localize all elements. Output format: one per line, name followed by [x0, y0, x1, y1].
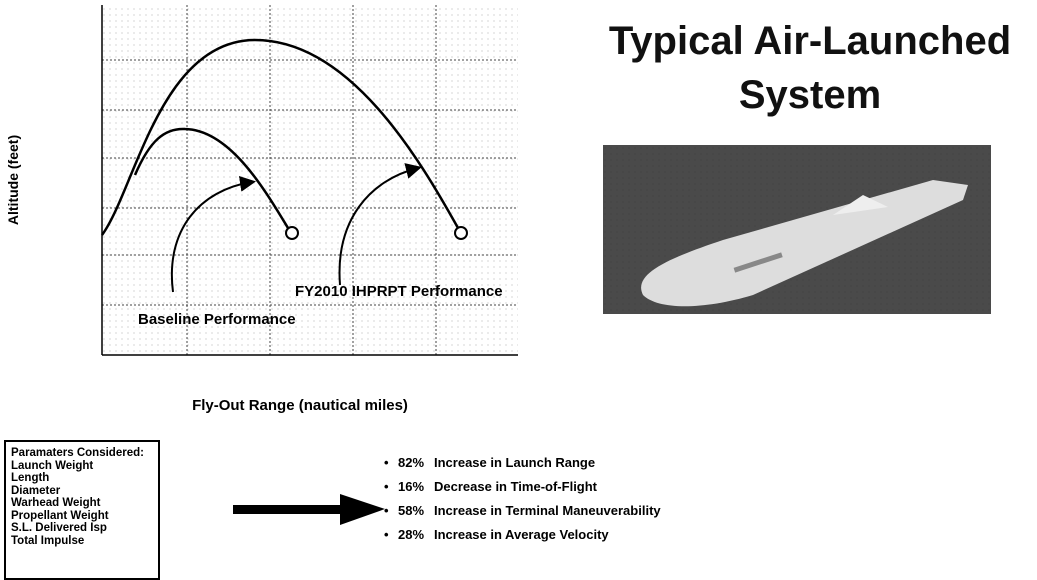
baseline-end: [286, 227, 298, 239]
results-list: •82%Increase in Launch Range•16%Decrease…: [384, 455, 661, 551]
parameter-item: S.L. Delivered Isp: [11, 522, 158, 535]
x-axis-label: Fly-Out Range (nautical miles): [192, 397, 408, 414]
ihprpt-end: [455, 227, 467, 239]
result-row: •28%Increase in Average Velocity: [384, 527, 661, 551]
bullet: •: [384, 527, 398, 551]
bullet: •: [384, 455, 398, 479]
bullet: •: [384, 479, 398, 503]
result-text: Increase in Average Velocity: [434, 527, 609, 551]
result-percent: 16%: [398, 479, 434, 503]
result-percent: 28%: [398, 527, 434, 551]
result-row: •16%Decrease in Time-of-Flight: [384, 479, 661, 503]
chart: FY2010 IHPRPT Performance Baseline Perfo…: [0, 0, 560, 430]
y-axis-label: Altitude (feet): [5, 135, 21, 225]
parameter-item: Total Impulse: [11, 535, 158, 548]
big-arrow: [230, 490, 390, 530]
curve-label: Baseline Performance: [138, 311, 296, 328]
bullet: •: [384, 503, 398, 527]
result-text: Decrease in Time-of-Flight: [434, 479, 597, 503]
parameter-item: Length: [11, 472, 158, 485]
result-percent: 58%: [398, 503, 434, 527]
curve-label: FY2010 IHPRPT Performance: [295, 283, 503, 300]
parameter-item: Diameter: [11, 485, 158, 498]
missile-photo: [603, 145, 991, 314]
result-text: Increase in Launch Range: [434, 455, 595, 479]
page: FY2010 IHPRPT Performance Baseline Perfo…: [0, 0, 1037, 569]
result-text: Increase in Terminal Maneuverability: [434, 503, 661, 527]
result-row: •58%Increase in Terminal Maneuverability: [384, 503, 661, 527]
result-percent: 82%: [398, 455, 434, 479]
parameter-item: Launch Weight: [11, 460, 158, 473]
plot-area: [102, 5, 518, 355]
result-row: •82%Increase in Launch Range: [384, 455, 661, 479]
parameters-heading: Paramaters Considered:: [11, 447, 158, 460]
title: Typical Air-Launched System: [570, 14, 1037, 122]
parameter-item: Warhead Weight: [11, 497, 158, 510]
parameter-item: Propellant Weight: [11, 510, 158, 523]
